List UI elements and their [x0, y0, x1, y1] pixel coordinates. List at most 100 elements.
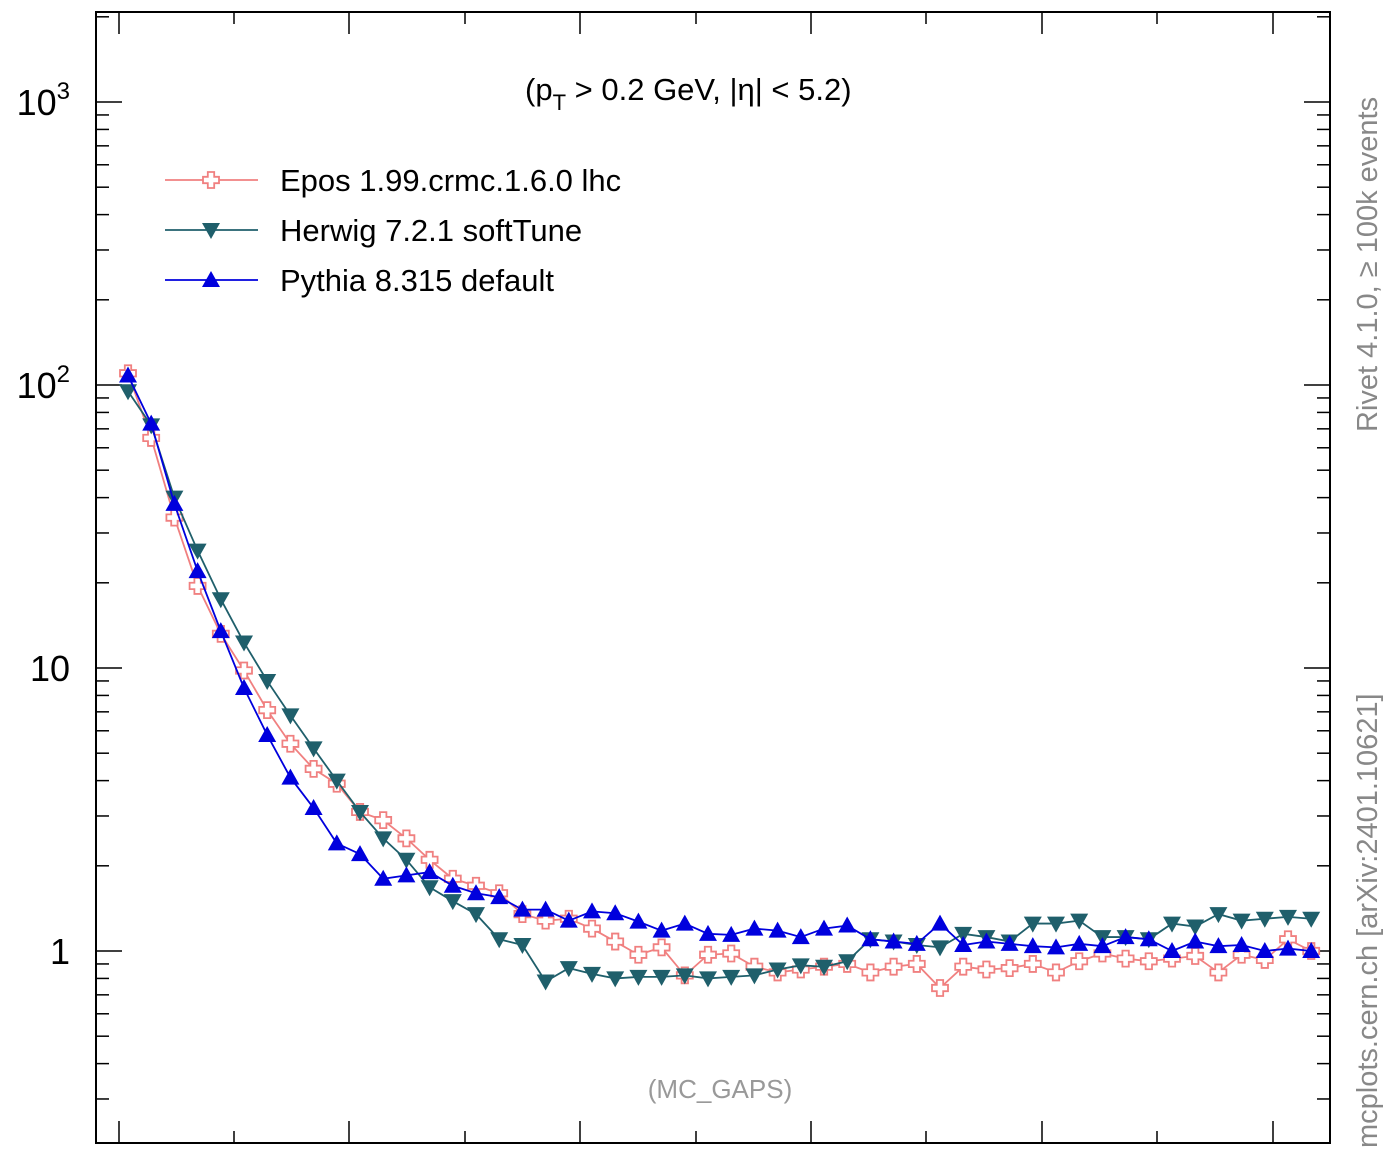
data-point — [745, 919, 764, 936]
data-point — [119, 366, 137, 383]
data-point — [815, 919, 833, 936]
data-point — [722, 944, 741, 963]
y-tick-label: 102 — [17, 361, 70, 406]
rivet-version-label: Rivet 4.1.0, ≥ 100k events — [1352, 96, 1384, 432]
series-1 — [119, 364, 1321, 997]
data-point — [513, 938, 532, 955]
data-point — [235, 635, 253, 652]
legend: Epos 1.99.crmc.1.6.0 lhc Herwig 7.2.1 sof… — [165, 163, 621, 298]
y-tick-label: 10 — [30, 648, 70, 689]
data-point — [629, 969, 648, 986]
data-point — [652, 921, 671, 938]
data-point — [536, 974, 555, 991]
data-point — [1047, 916, 1065, 933]
annotation-open: (p — [525, 72, 553, 107]
data-point — [768, 962, 787, 979]
data-point — [281, 734, 300, 753]
data-point — [559, 911, 578, 928]
data-point — [652, 938, 671, 957]
data-point — [1163, 942, 1181, 958]
data-point — [606, 932, 625, 951]
data-point — [1186, 932, 1205, 949]
data-point — [606, 904, 625, 921]
data-point — [536, 911, 555, 930]
data-point — [1047, 963, 1065, 982]
data-point — [374, 869, 393, 886]
annotation-sub: T — [553, 90, 566, 115]
data-point — [1186, 947, 1205, 965]
data-point — [884, 932, 903, 949]
data-point — [443, 876, 462, 893]
data-point — [583, 966, 601, 983]
plot-frame — [95, 11, 1331, 1144]
data-point — [583, 919, 601, 938]
data-point — [397, 829, 416, 848]
legend-item-2: Herwig 7.2.1 softTune — [165, 213, 582, 248]
legend-item-3: Pythia 8.315 default — [165, 263, 554, 298]
legend-marker — [202, 223, 220, 239]
data-point — [490, 888, 509, 905]
mcplots-credit-label: mcplots.cern.ch [arXiv:2401.10621] — [1352, 693, 1384, 1148]
data-point — [374, 831, 393, 848]
data-point — [1232, 913, 1251, 930]
data-point — [1255, 911, 1274, 928]
data-point — [1186, 919, 1205, 936]
legend-label: Herwig 7.2.1 softTune — [280, 213, 582, 248]
data-point — [931, 940, 949, 957]
data-point — [768, 921, 787, 938]
legend-marker — [202, 171, 220, 189]
data-point — [490, 932, 509, 949]
data-point — [536, 900, 555, 917]
data-point — [1116, 928, 1135, 945]
data-point — [1279, 939, 1297, 956]
data-point — [954, 936, 973, 953]
data-point — [1116, 949, 1135, 968]
data-point — [304, 799, 323, 816]
data-point — [954, 926, 973, 943]
data-point — [119, 384, 137, 401]
data-point — [1279, 909, 1297, 926]
data-point — [1255, 942, 1274, 958]
data-point — [304, 760, 323, 778]
data-point — [954, 957, 973, 976]
data-point — [467, 884, 485, 901]
y-tick-label: 103 — [17, 78, 70, 123]
data-point — [188, 543, 207, 560]
data-point — [1070, 913, 1089, 930]
data-point — [142, 414, 161, 431]
data-point — [745, 968, 764, 985]
data-point — [1000, 934, 1019, 951]
data-point — [838, 954, 857, 971]
data-point — [791, 958, 810, 975]
data-point — [931, 979, 949, 997]
data-point — [838, 916, 857, 933]
data-point — [1232, 936, 1251, 953]
y-tick-label: 1 — [50, 931, 70, 972]
data-point — [931, 914, 949, 931]
data-point — [258, 725, 277, 742]
data-point — [327, 834, 346, 851]
series-layer — [119, 364, 1321, 997]
data-point — [420, 850, 439, 869]
data-point — [443, 894, 462, 911]
series-line — [127, 390, 1312, 983]
data-point — [397, 866, 416, 883]
data-point — [861, 930, 880, 947]
data-point — [188, 577, 207, 595]
data-point — [281, 768, 300, 785]
data-point — [1302, 911, 1321, 928]
legend-item-1: Epos 1.99.crmc.1.6.0 lhc — [165, 163, 621, 198]
data-point — [606, 971, 625, 988]
data-point — [351, 845, 369, 862]
data-point — [188, 562, 207, 579]
data-point — [583, 902, 601, 919]
legend-label: Pythia 8.315 default — [280, 263, 554, 298]
data-point — [1209, 937, 1228, 954]
data-point — [629, 912, 648, 929]
data-point — [977, 932, 996, 949]
y-tick-base: 10 — [17, 82, 57, 123]
data-point — [1023, 955, 1042, 973]
data-point — [304, 741, 323, 758]
